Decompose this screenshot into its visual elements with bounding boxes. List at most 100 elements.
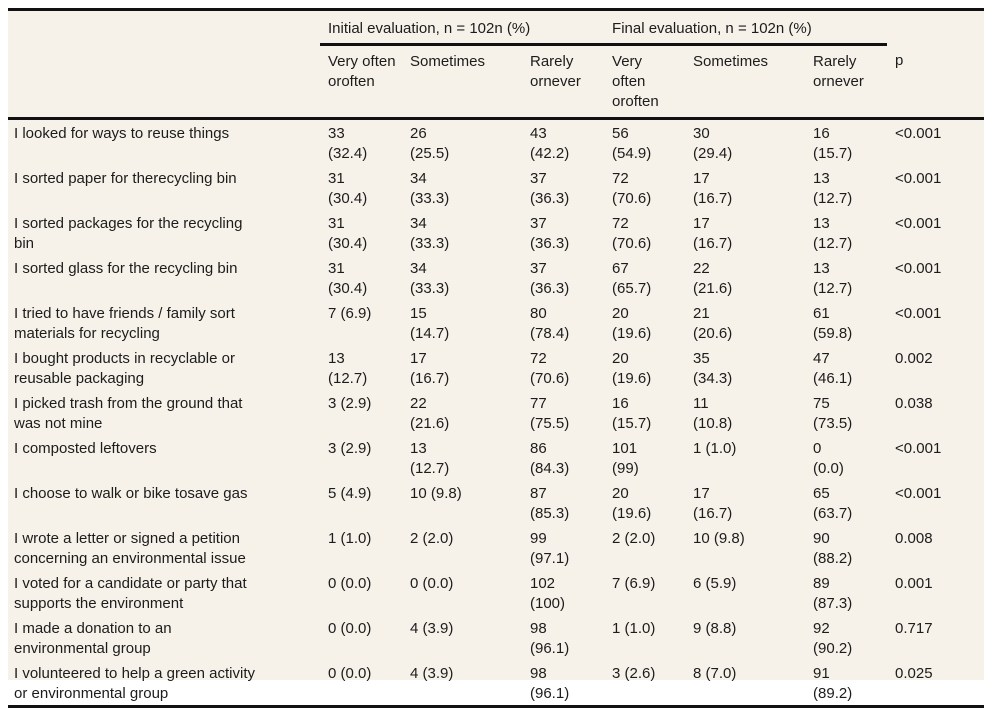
final-very-often-value: 67 (65.7) — [612, 260, 652, 297]
initial-very-often-value: 3 (2.9) — [328, 440, 372, 457]
initial-sometimes-value: 17 (16.7) — [410, 350, 450, 387]
initial-very-often-value: 33 (32.4) — [328, 125, 368, 162]
final-rarely-value: 92 (90.2) — [813, 620, 853, 657]
initial-sometimes-header: Sometimes — [402, 44, 522, 120]
initial-very-often-value: 1 (1.0) — [328, 530, 372, 547]
item-label: I bought products in recyclable or reusa… — [14, 350, 235, 387]
table-row: I looked for ways to reuse things 33 (32… — [8, 119, 984, 166]
final-rarely-value: 65 (63.7) — [813, 485, 853, 522]
final-very-often-value: 72 (70.6) — [612, 215, 652, 252]
initial-evaluation-group-header: Initial evaluation, n = 102n (%) — [320, 9, 605, 46]
initial-sometimes-value: 0 (0.0) — [410, 575, 454, 592]
initial-rarely-value: 37 (36.3) — [530, 170, 570, 207]
column-header-row: Very often oroften Sometimes Rarely orne… — [8, 44, 985, 120]
initial-rarely-value: 37 (36.3) — [530, 260, 570, 297]
table-row: I sorted packages for the recycling bin … — [8, 210, 984, 255]
p-value: <0.001 — [895, 260, 942, 277]
table-row: I sorted paper for therecycling bin 31 (… — [8, 165, 984, 210]
initial-very-often-value: 0 (0.0) — [328, 575, 372, 592]
final-rarely-value: 0 (0.0) — [813, 440, 844, 477]
initial-sometimes-value: 4 (3.9) — [410, 665, 454, 682]
p-value: <0.001 — [895, 305, 942, 322]
final-sometimes-value: 21 (20.6) — [693, 305, 733, 342]
initial-sometimes-value: 15 (14.7) — [410, 305, 450, 342]
initial-rarely-value: 99 (97.1) — [530, 530, 570, 567]
item-label: I sorted paper for therecycling bin — [14, 170, 237, 187]
initial-rarely-value: 87 (85.3) — [530, 485, 570, 522]
initial-sometimes-value: 10 (9.8) — [410, 485, 462, 502]
item-label: I sorted glass for the recycling bin — [14, 260, 238, 277]
final-rarely-value: 13 (12.7) — [813, 170, 853, 207]
initial-sometimes-value: 34 (33.3) — [410, 215, 450, 252]
final-sometimes-value: 10 (9.8) — [693, 530, 745, 547]
table-row: I bought products in recyclable or reusa… — [8, 345, 984, 390]
table-row: I made a donation to an environmental gr… — [8, 615, 984, 660]
initial-very-often-value: 13 (12.7) — [328, 350, 368, 387]
initial-rarely-value: 86 (84.3) — [530, 440, 570, 477]
table-row: I voted for a candidate or party that su… — [8, 570, 984, 615]
item-label: I volunteered to help a green activity o… — [14, 665, 255, 702]
initial-sometimes-value: 22 (21.6) — [410, 395, 450, 432]
initial-sometimes-value: 34 (33.3) — [410, 170, 450, 207]
results-table-sheet: Initial evaluation, n = 102n (%) Final e… — [8, 8, 985, 708]
initial-sometimes-value: 13 (12.7) — [410, 440, 450, 477]
final-rarely-value: 90 (88.2) — [813, 530, 853, 567]
final-sometimes-value: 17 (16.7) — [693, 215, 733, 252]
final-sometimes-header: Sometimes — [685, 44, 806, 120]
p-value: 0.038 — [895, 395, 933, 412]
p-value: 0.008 — [895, 530, 933, 547]
item-label: I picked trash from the ground that was … — [14, 395, 243, 432]
item-label: I choose to walk or bike tosave gas — [14, 485, 248, 502]
p-value: 0.001 — [895, 575, 933, 592]
p-value: <0.001 — [895, 440, 942, 457]
final-very-often-value: 16 (15.7) — [612, 395, 652, 432]
final-sometimes-value: 17 (16.7) — [693, 485, 733, 522]
final-very-often-value: 3 (2.6) — [612, 665, 656, 682]
final-rarely-value: 16 (15.7) — [813, 125, 853, 162]
initial-sometimes-value: 4 (3.9) — [410, 620, 454, 637]
final-sometimes-value: 17 (16.7) — [693, 170, 733, 207]
final-rarely-value: 13 (12.7) — [813, 260, 853, 297]
final-sometimes-value: 35 (34.3) — [693, 350, 733, 387]
p-value: <0.001 — [895, 215, 942, 232]
table-row: I volunteered to help a green activity o… — [8, 660, 984, 707]
final-very-often-value: 7 (6.9) — [612, 575, 656, 592]
table-row: I composted leftovers 3 (2.9) 13 (12.7) … — [8, 435, 984, 480]
p-value: <0.001 — [895, 125, 942, 142]
table-row: I picked trash from the ground that was … — [8, 390, 984, 435]
item-label: I composted leftovers — [14, 440, 157, 457]
group-header-row: Initial evaluation, n = 102n (%) Final e… — [8, 9, 984, 46]
initial-very-often-value: 5 (4.9) — [328, 485, 372, 502]
initial-rarely-header: Rarely ornever — [522, 44, 605, 120]
final-very-often-value: 72 (70.6) — [612, 170, 652, 207]
initial-very-often-value: 0 (0.0) — [328, 665, 372, 682]
initial-very-often-value: 31 (30.4) — [328, 260, 368, 297]
initial-very-often-header: Very often oroften — [320, 44, 402, 120]
initial-rarely-value: 43 (42.2) — [530, 125, 570, 162]
p-spacer-cell — [887, 10, 984, 45]
item-label: I made a donation to an environmental gr… — [14, 620, 172, 657]
final-very-often-value: 101 (99) — [612, 440, 639, 477]
p-value: 0.717 — [895, 620, 933, 637]
final-very-often-value: 20 (19.6) — [612, 305, 652, 342]
initial-very-often-value: 31 (30.4) — [328, 215, 368, 252]
table-row: I sorted glass for the recycling bin 31 … — [8, 255, 984, 300]
item-label: I tried to have friends / family sort ma… — [14, 305, 235, 342]
initial-rarely-value: 37 (36.3) — [530, 215, 570, 252]
final-sometimes-value: 1 (1.0) — [693, 440, 737, 457]
p-value: 0.002 — [895, 350, 933, 367]
final-rarely-value: 75 (73.5) — [813, 395, 853, 432]
p-value: 0.025 — [895, 665, 933, 682]
initial-rarely-value: 77 (75.5) — [530, 395, 570, 432]
final-sometimes-value: 11 (10.8) — [693, 395, 733, 432]
initial-very-often-value: 7 (6.9) — [328, 305, 372, 322]
final-rarely-value: 89 (87.3) — [813, 575, 853, 612]
final-rarely-value: 91 (89.2) — [813, 665, 853, 702]
final-evaluation-group-header: Final evaluation, n = 102n (%) — [604, 9, 888, 46]
final-rarely-value: 61 (59.8) — [813, 305, 853, 342]
final-very-often-value: 56 (54.9) — [612, 125, 652, 162]
initial-sometimes-value: 26 (25.5) — [410, 125, 450, 162]
initial-very-often-value: 3 (2.9) — [328, 395, 372, 412]
table-row: I choose to walk or bike tosave gas 5 (4… — [8, 480, 984, 525]
item-label: I sorted packages for the recycling bin — [14, 215, 243, 252]
